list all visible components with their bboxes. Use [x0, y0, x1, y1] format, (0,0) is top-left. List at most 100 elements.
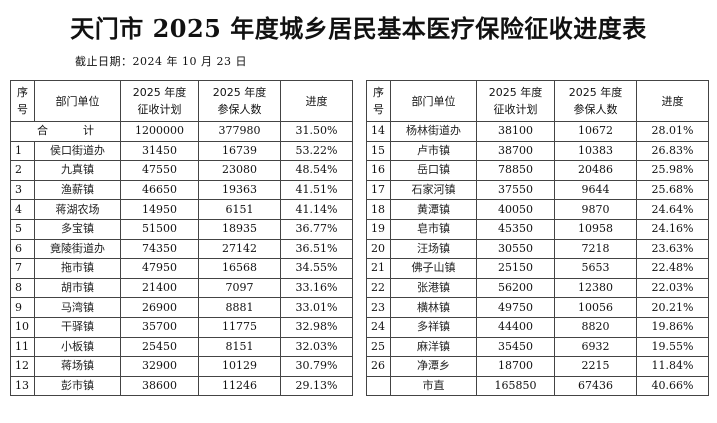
progress-value: 32.98%	[280, 316, 353, 338]
row-number: 17	[366, 179, 391, 201]
total-label: 合 计	[10, 121, 121, 142]
insured-value: 6151	[198, 199, 281, 220]
department-name: 麻洋镇	[390, 336, 477, 358]
table-row: 10 干驿镇 35700 11775 32.98%	[10, 316, 353, 338]
plan-value: 78850	[476, 160, 555, 181]
progress-value: 41.51%	[280, 179, 353, 201]
plan-value: 45350	[476, 218, 555, 240]
department-name: 横林镇	[390, 297, 477, 318]
row-number: 25	[366, 336, 391, 358]
plan-value: 49750	[476, 297, 555, 318]
row-number: 22	[366, 277, 391, 299]
department-name: 蒋湖农场	[34, 199, 121, 220]
plan-value: 38100	[476, 121, 555, 142]
department-name: 拖市镇	[34, 258, 121, 279]
insured-value: 12380	[554, 277, 637, 299]
insured-value: 10129	[198, 356, 281, 377]
insured-value: 18935	[198, 218, 281, 240]
row-number: 11	[10, 336, 35, 358]
progress-value: 36.51%	[280, 238, 353, 260]
progress-value: 33.16%	[280, 277, 353, 299]
insured-value: 8820	[554, 316, 637, 338]
insured-value: 10056	[554, 297, 637, 318]
row-number: 21	[366, 258, 391, 279]
plan-value: 47550	[120, 160, 199, 181]
as-of-date: 截止日期：2024 年 10 月 23 日	[75, 55, 247, 68]
plan-value: 25450	[120, 336, 199, 358]
insured-value: 16739	[198, 140, 281, 162]
table-row: 2 九真镇 47550 23080 48.54%	[10, 160, 353, 181]
row-number: 12	[10, 356, 35, 377]
plan-value: 38700	[476, 140, 555, 162]
department-name: 小板镇	[34, 336, 121, 358]
insured-value: 10672	[554, 121, 637, 142]
plan-value: 21400	[120, 277, 199, 299]
insured-value: 2215	[554, 356, 637, 377]
table-row: 3 渔薪镇 46650 19363 41.51%	[10, 179, 353, 201]
row-number: 2	[10, 160, 35, 181]
row-number: 16	[366, 160, 391, 181]
total-insured: 377980	[198, 121, 281, 142]
progress-value: 32.03%	[280, 336, 353, 358]
insured-value: 19363	[198, 179, 281, 201]
insured-value: 23080	[198, 160, 281, 181]
insured-value: 10383	[554, 140, 637, 162]
header-plan: 2025 年度 征收计划	[476, 80, 555, 122]
insured-value: 27142	[198, 238, 281, 260]
table-row: 18 黄潭镇 40050 9870 24.64%	[366, 199, 709, 220]
row-number: 3	[10, 179, 35, 201]
table-row: 19 皂市镇 45350 10958 24.16%	[366, 218, 709, 240]
header-no: 序 号	[366, 80, 391, 122]
department-name: 胡市镇	[34, 277, 121, 299]
department-name: 竟陵街道办	[34, 238, 121, 260]
department-name: 皂市镇	[390, 218, 477, 240]
progress-value: 53.22%	[280, 140, 353, 162]
plan-value: 30550	[476, 238, 555, 260]
progress-value: 22.03%	[636, 277, 709, 299]
department-name: 彭市镇	[34, 375, 121, 397]
department-name: 九真镇	[34, 160, 121, 181]
insured-value: 9870	[554, 199, 637, 220]
table-row: 22 张港镇 56200 12380 22.03%	[366, 277, 709, 299]
table-row: 14 杨林街道办 38100 10672 28.01%	[366, 121, 709, 142]
plan-value: 44400	[476, 316, 555, 338]
row-number: 4	[10, 199, 35, 220]
table-row: 6 竟陵街道办 74350 27142 36.51%	[10, 238, 353, 260]
department-name: 多宝镇	[34, 218, 121, 240]
plan-value: 26900	[120, 297, 199, 318]
table-row: 16 岳口镇 78850 20486 25.98%	[366, 160, 709, 181]
insured-value: 16568	[198, 258, 281, 279]
plan-value: 47950	[120, 258, 199, 279]
plan-value: 32900	[120, 356, 199, 377]
progress-value: 19.55%	[636, 336, 709, 358]
progress-value: 23.63%	[636, 238, 709, 260]
header-no: 序 号	[10, 80, 35, 122]
progress-value: 29.13%	[280, 375, 353, 397]
insured-value: 8151	[198, 336, 281, 358]
header-progress: 进度	[636, 80, 709, 122]
plan-value: 74350	[120, 238, 199, 260]
row-number: 5	[10, 218, 35, 240]
progress-value: 41.14%	[280, 199, 353, 220]
plan-value: 37550	[476, 179, 555, 201]
plan-value: 56200	[476, 277, 555, 299]
total-progress: 31.50%	[280, 121, 353, 142]
table-row: 23 横林镇 49750 10056 20.21%	[366, 297, 709, 318]
table-row: 26 净潭乡 18700 2215 11.84%	[366, 356, 709, 377]
header-dept: 部门单位	[34, 80, 121, 122]
row-number: 18	[366, 199, 391, 220]
plan-value: 18700	[476, 356, 555, 377]
table-row: 8 胡市镇 21400 7097 33.16%	[10, 277, 353, 299]
row-number: 13	[10, 375, 35, 397]
progress-table-left: 序 号 部门单位 2025 年度 征收计划 2025 年度 参保人数 进度 合 …	[10, 80, 353, 397]
progress-value: 19.86%	[636, 316, 709, 338]
row-number: 19	[366, 218, 391, 240]
progress-value: 26.83%	[636, 140, 709, 162]
row-number: 9	[10, 297, 35, 318]
table-row: 7 拖市镇 47950 16568 34.55%	[10, 258, 353, 279]
department-name: 马湾镇	[34, 297, 121, 318]
row-number: 10	[10, 316, 35, 338]
table-header-row: 序 号 部门单位 2025 年度 征收计划 2025 年度 参保人数 进度	[366, 80, 709, 122]
department-name: 多祥镇	[390, 316, 477, 338]
progress-value: 34.55%	[280, 258, 353, 279]
